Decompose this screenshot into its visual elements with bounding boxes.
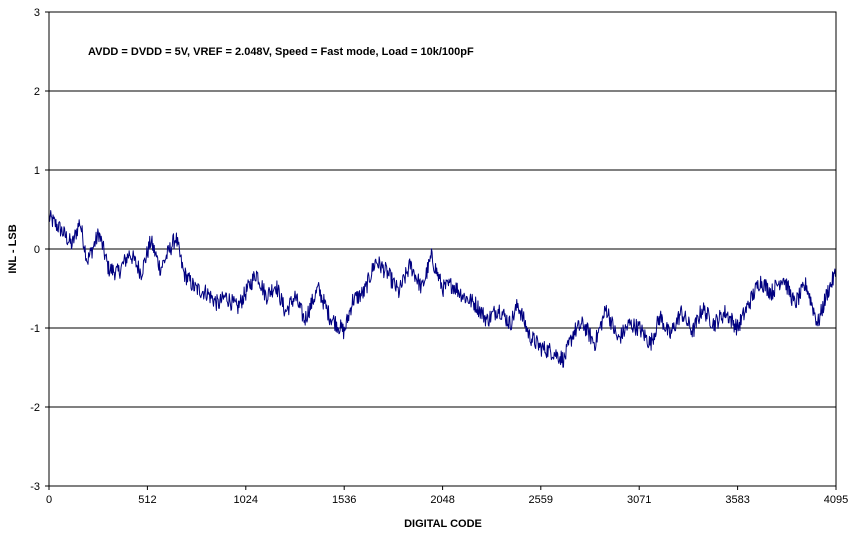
y-tick-label: -2: [30, 402, 40, 414]
x-tick-label: 2559: [529, 494, 553, 506]
x-axis-title: DIGITAL CODE: [404, 518, 482, 530]
x-tick-label: 4095: [824, 494, 848, 506]
x-tick-label: 3071: [627, 494, 651, 506]
y-tick-label: 0: [34, 244, 40, 256]
gridlines: [45, 11, 837, 490]
y-axis-title: INL - LSB: [7, 224, 19, 273]
y-tick-label: 2: [34, 86, 40, 98]
x-tick-label: 1536: [332, 494, 356, 506]
inl-series-line: [48, 210, 837, 368]
x-tick-label: 3583: [725, 494, 749, 506]
y-tick-labels: -3 -2 -1 0 1 2 3: [30, 7, 40, 493]
y-tick-label: 3: [34, 7, 40, 19]
y-tick-label: -3: [30, 481, 40, 493]
x-tick-labels: 0 512 1024 1536 2048 2559 3071 3583 4095: [46, 494, 848, 506]
y-tick-label: 1: [34, 165, 40, 177]
x-tick-label: 1024: [234, 494, 258, 506]
y-tick-label: -1: [30, 323, 40, 335]
x-tick-label: 512: [138, 494, 156, 506]
plot-border: [48, 11, 837, 487]
chart-annotation: AVDD = DVDD = 5V, VREF = 2.048V, Speed =…: [88, 46, 474, 58]
x-tick-label: 0: [46, 494, 52, 506]
x-tick-label: 2048: [430, 494, 454, 506]
series-group: [48, 210, 837, 368]
